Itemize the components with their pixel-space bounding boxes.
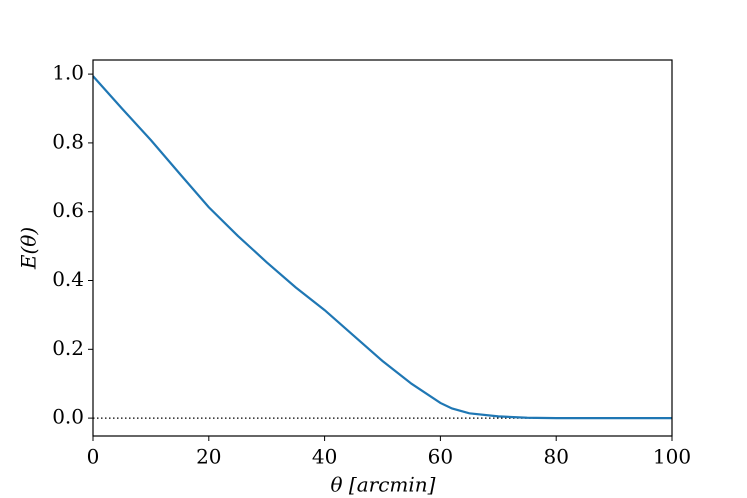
x-tick-label: 60 (428, 445, 453, 469)
line-series (92, 75, 672, 420)
y-tick-label: 0.6 (52, 198, 84, 222)
plot-frame (92, 59, 673, 437)
x-tick-label: 40 (312, 445, 337, 469)
y-axis-label: E(θ) (17, 227, 41, 270)
x-tick-label: 100 (653, 445, 691, 469)
x-axis-label: θ [arcmin] (331, 473, 436, 497)
x-tick-label: 80 (543, 445, 568, 469)
y-tick-label: 0.2 (52, 336, 84, 360)
x-tick-label: 20 (196, 445, 221, 469)
y-tick-label: 0.8 (52, 129, 84, 153)
y-tick-label: 1.0 (52, 61, 84, 85)
y-tick-label: 0.4 (52, 267, 84, 291)
x-tick-label: 0 (87, 445, 100, 469)
y-tick-label: 0.0 (52, 405, 84, 429)
